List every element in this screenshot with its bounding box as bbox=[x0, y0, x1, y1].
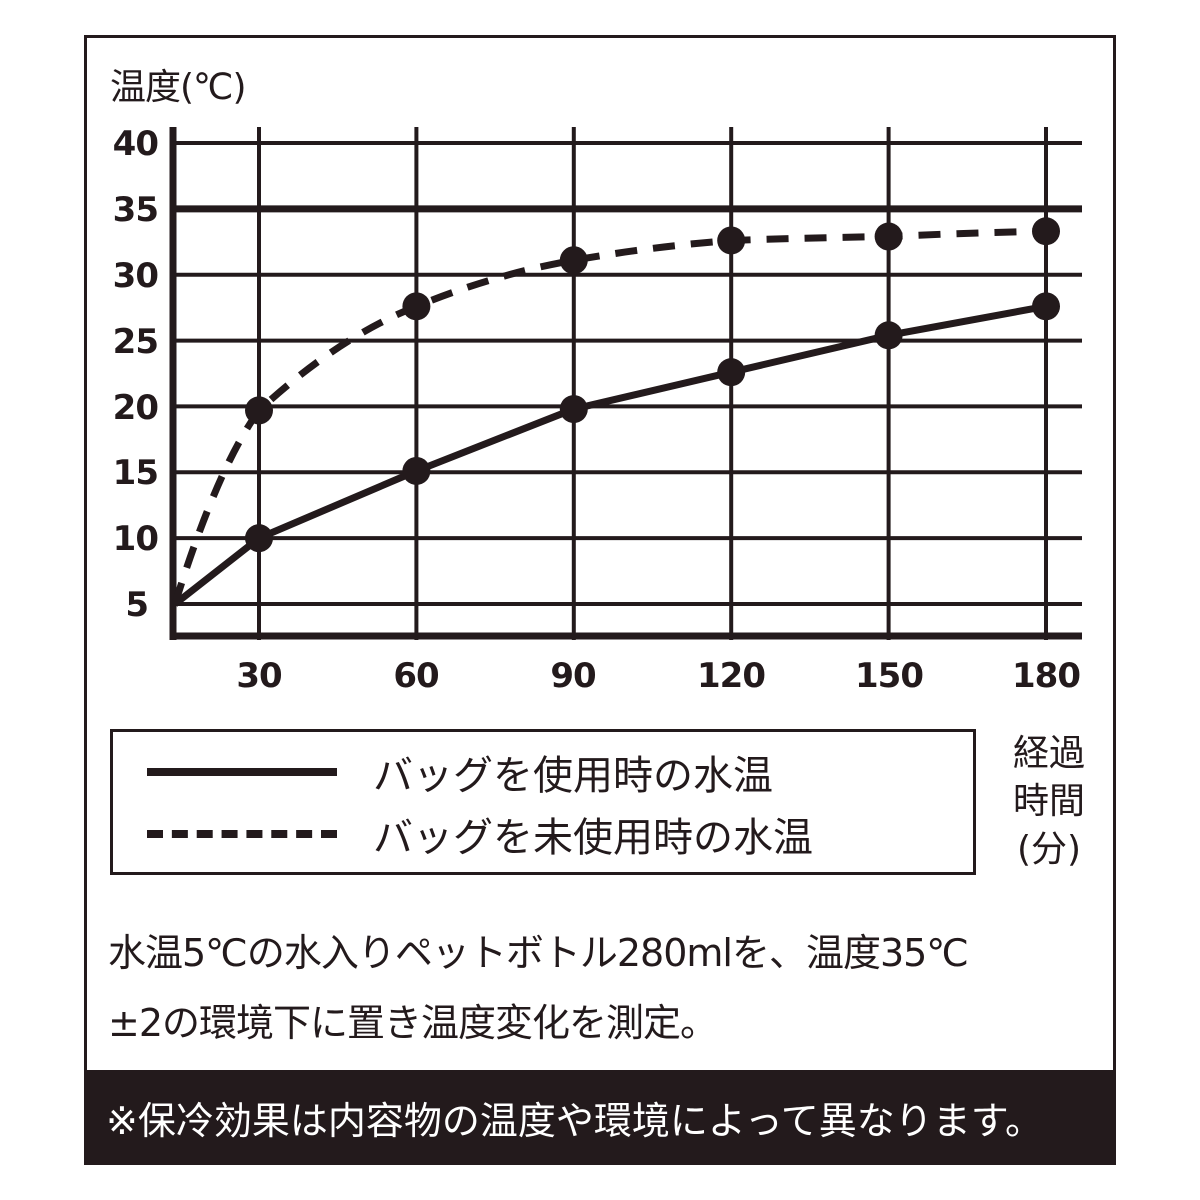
data-point-marker-icon bbox=[245, 396, 273, 425]
legend-label: バッグを使用時の水温 bbox=[373, 753, 773, 799]
y-tick-label: 40 bbox=[112, 124, 159, 164]
note-line: 水温5℃の水入りペットボトル280mlを、温度35℃ bbox=[108, 931, 969, 975]
x-tick-label: 60 bbox=[393, 656, 439, 696]
data-point-marker-icon bbox=[559, 246, 588, 275]
x-tick-label: 180 bbox=[1012, 656, 1081, 696]
chart-legend: バッグを使用時の水温 バッグを未使用時の水温 bbox=[110, 729, 976, 875]
y-tick-label: 5 bbox=[125, 585, 149, 625]
x-axis-title: 経過 時間 (分) bbox=[994, 730, 1104, 874]
y-axis-title: 温度(℃) bbox=[110, 67, 247, 108]
y-tick-label: 25 bbox=[112, 322, 159, 362]
chart-grid bbox=[169, 127, 1082, 640]
data-point-marker-icon bbox=[402, 456, 431, 485]
chart-frame bbox=[84, 35, 1116, 1165]
data-point-marker-icon bbox=[717, 358, 746, 387]
x-tick-label: 90 bbox=[550, 656, 596, 696]
note-line: ±2の環境下に置き温度変化を測定。 bbox=[108, 1001, 718, 1045]
x-tick-label: 150 bbox=[855, 656, 924, 696]
solid-line-swatch-icon bbox=[147, 768, 337, 776]
data-point-marker-icon bbox=[874, 222, 903, 251]
disclaimer-text: ※保冷効果は内容物の温度や環境によって異なります。 bbox=[106, 1099, 1044, 1143]
y-tick-label: 30 bbox=[112, 256, 159, 296]
y-tick-label: 35 bbox=[112, 190, 159, 230]
data-point-marker-icon bbox=[245, 524, 273, 553]
data-point-marker-icon bbox=[559, 395, 588, 424]
data-point-marker-icon bbox=[402, 292, 431, 321]
x-axis-title-line: (分) bbox=[1016, 829, 1082, 870]
chart-series bbox=[171, 217, 1060, 607]
data-point-marker-icon bbox=[1032, 217, 1060, 246]
y-tick-label: 15 bbox=[112, 453, 159, 493]
legend-item-without-bag: バッグを未使用時の水温 bbox=[113, 804, 813, 864]
series-line-without-bag bbox=[171, 227, 1047, 606]
data-point-marker-icon bbox=[717, 226, 746, 255]
measurement-note: 水温5℃の水入りペットボトル280mlを、温度35℃ ±2の環境下に置き温度変化… bbox=[108, 918, 1108, 1058]
x-axis-title-line: 時間 bbox=[1012, 781, 1085, 822]
x-tick-label: 30 bbox=[236, 656, 282, 696]
x-axis-title-line: 経過 bbox=[1012, 733, 1085, 774]
y-tick-label: 20 bbox=[112, 388, 159, 428]
legend-item-with-bag: バッグを使用時の水温 bbox=[113, 742, 773, 802]
data-point-marker-icon bbox=[1032, 292, 1060, 321]
disclaimer-banner: ※保冷効果は内容物の温度や環境によって異なります。 bbox=[84, 1070, 1116, 1165]
series-line-with-bag bbox=[172, 302, 1047, 607]
dashed-line-swatch-icon bbox=[147, 830, 337, 838]
y-tick-label: 10 bbox=[112, 519, 159, 559]
data-point-marker-icon bbox=[874, 321, 903, 350]
x-tick-label: 120 bbox=[697, 656, 766, 696]
legend-label: バッグを未使用時の水温 bbox=[373, 815, 813, 861]
